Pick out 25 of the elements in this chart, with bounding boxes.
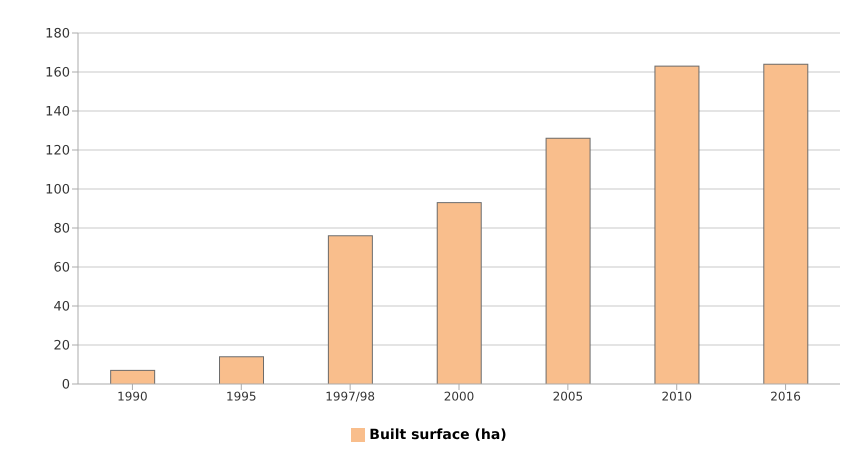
y-tick-label: 20	[53, 338, 70, 354]
y-tick-label: 160	[45, 66, 70, 81]
y-tick-label: 40	[53, 300, 70, 315]
bar	[328, 235, 373, 384]
y-tick-label: 140	[45, 104, 70, 120]
y-tick-label: 60	[53, 260, 70, 276]
bar	[763, 64, 808, 384]
y-tick-label: 0	[62, 378, 70, 393]
x-tick-label: 2005	[552, 390, 584, 404]
bar	[110, 370, 156, 384]
y-tick-label: 180	[45, 26, 70, 42]
x-tick-label: 2000	[444, 390, 474, 404]
y-tick-label: 100	[45, 182, 70, 198]
bar	[436, 202, 482, 384]
x-tick-label: 1990	[117, 390, 148, 404]
x-tick-label: 1997/98	[325, 390, 376, 404]
y-tick-label: 80	[53, 222, 70, 237]
bar	[654, 66, 700, 384]
x-tick-label: 2016	[770, 390, 801, 404]
x-tick-label: 1995	[226, 390, 257, 404]
legend-label: Built surface (ha)	[369, 427, 507, 443]
x-tick-label: 2010	[661, 390, 692, 404]
bar	[219, 356, 264, 384]
y-tick-label: 120	[45, 144, 70, 159]
bar	[546, 138, 591, 384]
